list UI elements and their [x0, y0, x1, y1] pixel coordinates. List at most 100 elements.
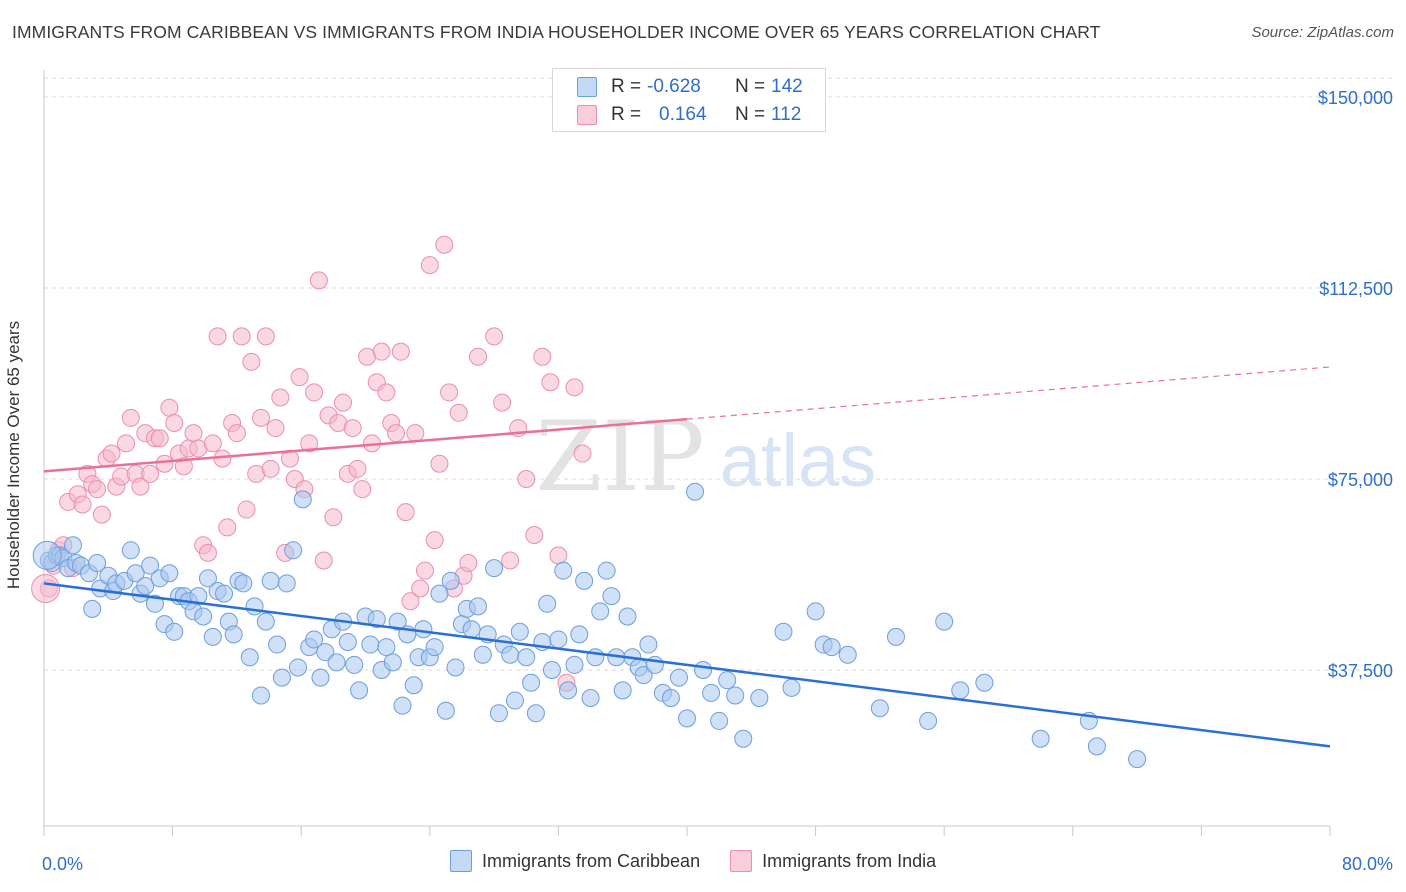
data-point-caribbean	[198, 569, 217, 588]
data-point-india	[309, 271, 328, 290]
legend-n-value: 112	[771, 104, 802, 125]
data-point-india	[469, 347, 488, 366]
data-point-caribbean	[581, 689, 600, 708]
data-point-india	[565, 378, 584, 397]
data-point-caribbean	[669, 668, 688, 687]
data-point-caribbean	[367, 610, 386, 629]
data-point-india	[377, 383, 396, 402]
data-point-india	[174, 457, 193, 476]
data-point-caribbean	[327, 653, 346, 672]
legend-swatch-india	[730, 850, 753, 872]
legend-r-value: -0.628	[647, 76, 701, 97]
data-point-india	[242, 352, 261, 371]
data-point-caribbean	[1128, 750, 1147, 769]
data-point-caribbean	[951, 681, 970, 700]
axes	[43, 70, 1331, 836]
series-legend: Immigrants from Caribbean Immigrants fro…	[450, 850, 966, 872]
data-point-india	[280, 449, 299, 468]
data-point-india	[92, 505, 111, 524]
data-point-india	[160, 398, 179, 417]
data-point-caribbean	[224, 625, 243, 644]
legend-label-india: Immigrants from India	[762, 850, 937, 871]
data-point-caribbean	[203, 627, 222, 646]
data-point-caribbean	[160, 564, 179, 583]
data-point-caribbean	[288, 658, 307, 677]
legend-swatch-caribbean	[577, 77, 597, 97]
data-point-caribbean	[575, 571, 594, 590]
legend-n-label: N =	[735, 76, 766, 97]
data-point-caribbean	[565, 655, 584, 674]
data-point-caribbean	[570, 625, 589, 644]
data-point-caribbean	[517, 648, 536, 667]
data-point-caribbean	[613, 681, 632, 700]
series-india-points	[31, 235, 592, 692]
data-point-caribbean	[145, 594, 164, 613]
data-point-caribbean	[414, 620, 433, 639]
data-point-caribbean	[377, 638, 396, 657]
data-point-india	[333, 393, 352, 412]
data-point-caribbean	[597, 561, 616, 580]
data-point-caribbean	[430, 584, 449, 603]
legend-item-india[interactable]: Immigrants from India	[730, 850, 936, 872]
data-point-caribbean	[935, 612, 954, 631]
data-point-caribbean	[634, 666, 653, 685]
trend-line-india	[43, 417, 688, 473]
data-point-caribbean	[88, 554, 107, 573]
data-point-india	[261, 459, 280, 478]
legend-r-label: R =	[611, 104, 642, 125]
data-point-india	[305, 383, 324, 402]
data-point-caribbean	[1031, 729, 1050, 748]
data-point-caribbean	[136, 576, 155, 595]
data-point-india	[165, 413, 184, 432]
x-tick-label: 80.0%	[1342, 854, 1393, 874]
y-tick-label: $150,000	[1318, 88, 1393, 108]
data-point-caribbean	[542, 661, 561, 679]
data-point-caribbean	[678, 709, 696, 728]
data-point-india	[372, 342, 391, 361]
data-point-caribbean	[485, 559, 504, 578]
data-point-caribbean	[694, 661, 713, 679]
data-point-caribbean	[501, 645, 520, 664]
data-point-caribbean	[559, 681, 578, 700]
data-point-caribbean	[194, 607, 213, 626]
data-point-caribbean	[710, 711, 729, 730]
data-point-caribbean	[591, 602, 610, 621]
legend-swatch-caribbean	[450, 850, 472, 872]
data-point-india	[203, 434, 222, 453]
data-point-india	[237, 500, 256, 519]
data-point-india	[150, 429, 169, 448]
data-point-caribbean	[838, 645, 857, 664]
legend-item-caribbean[interactable]: Immigrants from Caribbean	[450, 850, 700, 872]
data-point-india	[435, 235, 454, 254]
data-point-caribbean	[425, 638, 444, 657]
data-point-india	[501, 551, 520, 570]
data-point-india	[343, 419, 362, 438]
data-point-caribbean	[538, 594, 557, 613]
data-point-india	[314, 551, 333, 570]
data-point-caribbean	[234, 574, 253, 593]
data-point-india	[252, 408, 271, 427]
data-point-caribbean	[734, 729, 753, 748]
data-point-caribbean	[1087, 737, 1106, 756]
data-point-caribbean	[510, 622, 529, 641]
data-point-caribbean	[268, 635, 287, 654]
chart-title: IMMIGRANTS FROM CARIBBEAN VS IMMIGRANTS …	[12, 22, 1101, 42]
data-point-caribbean	[549, 630, 568, 649]
data-point-caribbean	[602, 587, 621, 606]
data-point-caribbean	[522, 673, 541, 692]
legend-row-caribbean: R = -0.628 N = 142	[553, 73, 803, 101]
data-point-caribbean	[473, 645, 492, 664]
data-point-india	[300, 434, 319, 453]
data-point-caribbean	[919, 711, 938, 730]
trend-line-india-projection	[686, 366, 1331, 420]
data-point-caribbean	[350, 681, 369, 700]
data-point-india	[485, 327, 504, 346]
data-point-india	[449, 403, 468, 422]
y-tick-label: $112,500	[1319, 279, 1393, 299]
y-tick-label: $37,500	[1328, 661, 1393, 681]
watermark-atlas: atlas	[720, 419, 876, 502]
data-point-india	[184, 424, 203, 443]
data-point-caribbean	[489, 704, 508, 723]
data-point-caribbean	[345, 655, 364, 674]
data-point-caribbean	[277, 574, 296, 593]
